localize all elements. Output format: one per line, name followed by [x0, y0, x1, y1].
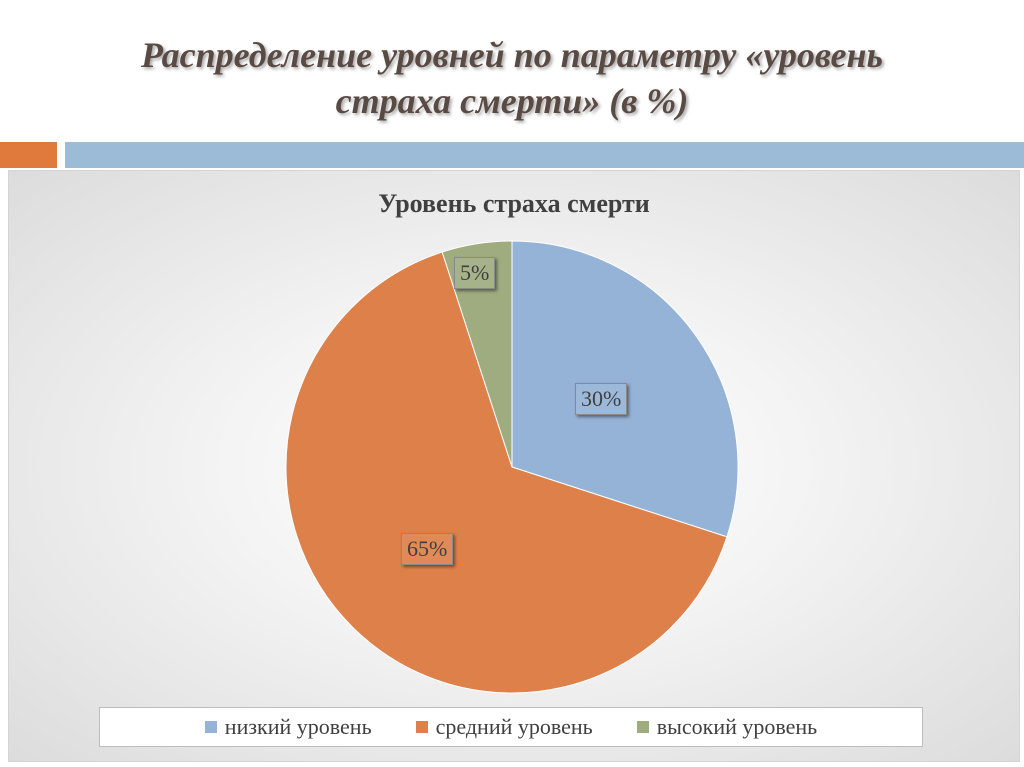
slide-title: Распределение уровней по параметру «уров… [40, 32, 984, 124]
legend-item-2: средний уровень [415, 714, 593, 740]
legend-swatch [415, 721, 428, 733]
slide-title-line2: страха смерти» (в %) [335, 81, 689, 121]
data-label-3: 5% [454, 257, 496, 289]
data-label-2: 65% [401, 533, 454, 565]
legend-swatch [636, 721, 649, 733]
pie-slice-3 [441, 240, 513, 468]
data-label-1: 30% [575, 383, 628, 415]
legend-label: средний уровень [435, 714, 593, 739]
chart-area: Уровень страха смерти низкий уровень сред… [8, 170, 1020, 762]
pie-chart [285, 240, 739, 694]
accent-bar-blue [65, 142, 1024, 168]
chart-title: Уровень страха смерти [378, 189, 650, 218]
slide-title-line1: Распределение уровней по параметру «уров… [141, 35, 883, 75]
legend-label: низкий уровень [224, 714, 372, 739]
legend-label: высокий уровень [656, 714, 818, 739]
chart-legend: низкий уровень средний уровень высокий уро… [99, 707, 923, 747]
pie-slice-2 [285, 251, 728, 694]
legend-swatch [204, 721, 217, 733]
accent-bar-orange [0, 142, 57, 168]
legend-item-3: высокий уровень [636, 714, 818, 740]
legend-item-1: низкий уровень [204, 714, 372, 740]
pie-slice-1 [511, 240, 739, 538]
